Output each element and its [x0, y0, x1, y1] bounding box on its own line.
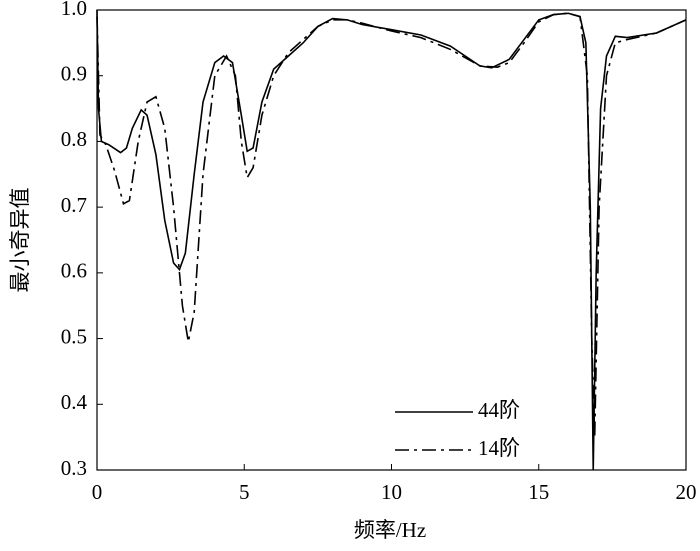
y-tick-label: 1.0 — [61, 0, 87, 20]
legend-label: 44阶 — [478, 398, 520, 422]
x-tick-label: 10 — [381, 480, 402, 504]
x-tick-label: 0 — [92, 480, 103, 504]
y-tick-label: 0.6 — [61, 259, 87, 283]
y-axis-label: 最小奇异值 — [8, 188, 32, 293]
y-tick-label: 0.7 — [61, 193, 87, 217]
y-tick-label: 0.3 — [61, 456, 87, 480]
legend-label: 14阶 — [478, 436, 520, 460]
y-tick-label: 0.9 — [61, 62, 87, 86]
x-tick-label: 5 — [239, 480, 250, 504]
y-tick-label: 0.4 — [61, 390, 88, 414]
x-axis-label: 频率/Hz — [354, 518, 426, 542]
series-line — [96, 12, 687, 438]
series-line — [96, 9, 687, 471]
x-tick-label: 15 — [528, 480, 549, 504]
x-tick-label: 20 — [676, 480, 697, 504]
y-tick-label: 0.8 — [61, 127, 87, 151]
y-tick-label: 0.5 — [61, 324, 87, 348]
